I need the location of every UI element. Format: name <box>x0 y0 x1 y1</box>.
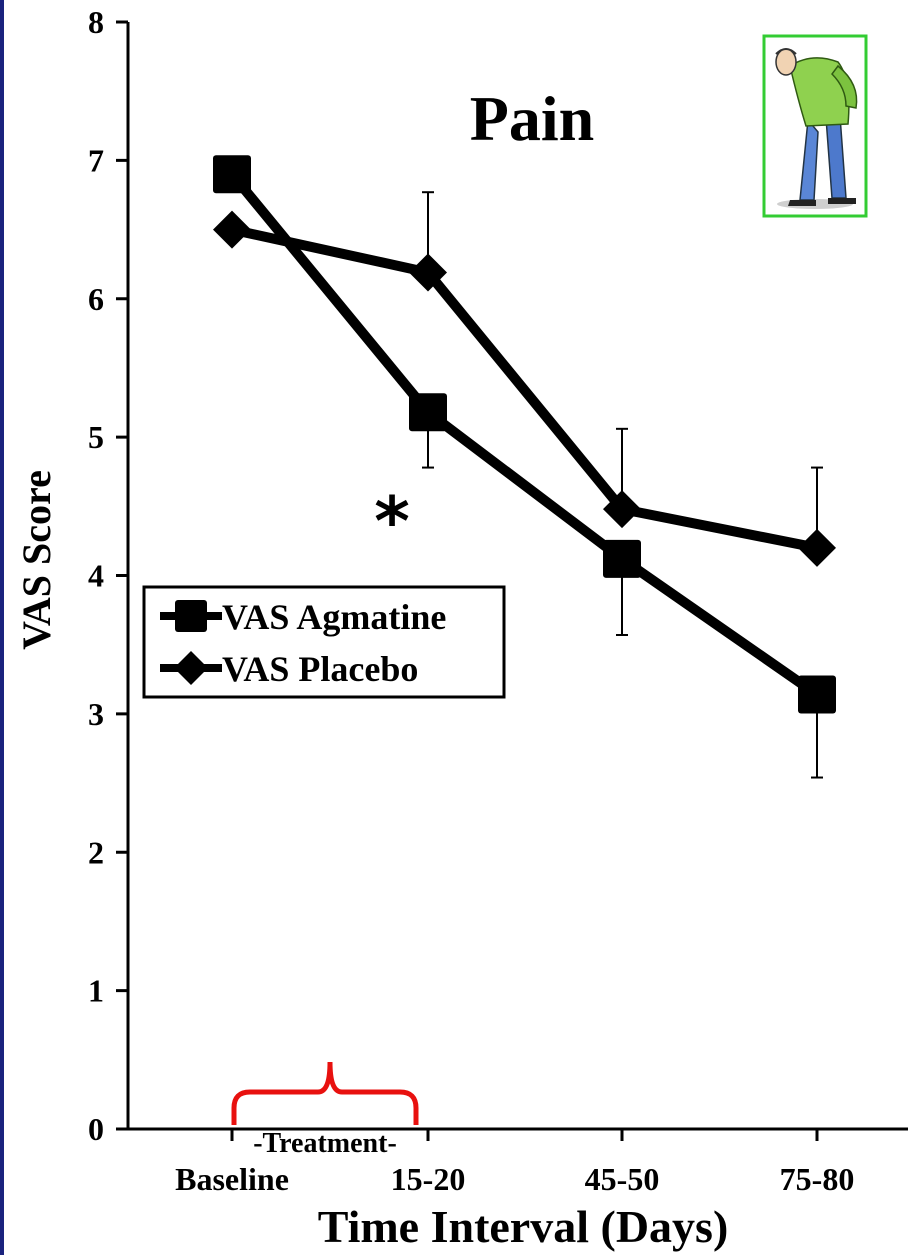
y-tick-label: 5 <box>88 419 104 455</box>
inset-head <box>775 48 797 76</box>
y-tick-label: 0 <box>88 1111 104 1147</box>
inset-hair <box>775 48 797 55</box>
x-tick-label: Baseline <box>175 1161 289 1197</box>
legend-label: VAS Agmatine <box>222 597 446 637</box>
person-back-pain-icon <box>762 34 868 218</box>
legend: VAS Agmatine VAS Placebo <box>142 585 506 699</box>
x-tick-label: 15-20 <box>391 1161 466 1197</box>
legend-label: VAS Placebo <box>222 649 418 689</box>
y-tick-label: 7 <box>88 142 104 178</box>
legend-marker-diamond <box>174 651 208 685</box>
placebo-point <box>409 253 447 292</box>
placebo-point <box>798 528 836 567</box>
placebo-point <box>603 490 641 529</box>
y-tick-label: 8 <box>88 4 104 40</box>
frame-left-edge <box>0 0 4 1255</box>
x-tick-label: 45-50 <box>585 1161 660 1197</box>
y-tick-label: 4 <box>88 558 104 594</box>
y-tick-label: 2 <box>88 834 104 870</box>
y-axis-title: VAS Score <box>14 470 59 650</box>
agmatine-point <box>798 675 836 714</box>
placebo-point <box>213 210 251 249</box>
y-tick-label: 6 <box>88 281 104 317</box>
x-ticks: Baseline 15-20 45-50 75-80 <box>175 1129 854 1197</box>
series-line-placebo <box>230 224 818 553</box>
y-ticks: 0 1 2 3 4 5 6 7 8 <box>88 4 128 1147</box>
significance-asterisk: * <box>374 483 410 562</box>
treatment-label: -Treatment- <box>253 1128 397 1159</box>
series-markers <box>213 155 836 714</box>
treatment-bracket <box>231 1061 419 1125</box>
agmatine-point <box>213 155 251 194</box>
y-tick-label: 3 <box>88 696 104 732</box>
x-tick-label: 75-80 <box>780 1161 855 1197</box>
inset-arm <box>831 64 858 109</box>
x-axis-title: Time Interval (Days) <box>318 1201 729 1252</box>
chart-title: Pain <box>470 83 594 154</box>
y-tick-label: 1 <box>88 973 104 1009</box>
series-line-agmatine <box>228 171 820 699</box>
inset-shoe-right <box>828 198 856 204</box>
legend-marker-square <box>175 600 207 632</box>
agmatine-point <box>603 539 641 578</box>
inset-shoe-left <box>788 200 816 206</box>
series-lines <box>228 171 820 699</box>
agmatine-point <box>409 393 447 432</box>
